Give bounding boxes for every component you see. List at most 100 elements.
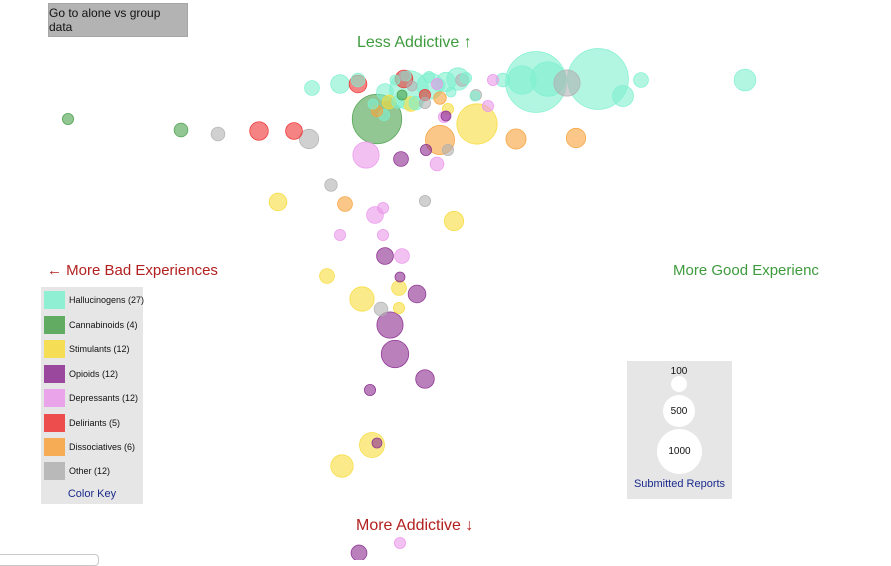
data-point-hallucinogens[interactable] bbox=[367, 98, 379, 110]
data-point-stimulants[interactable] bbox=[391, 280, 407, 296]
data-point-other[interactable] bbox=[324, 178, 338, 192]
data-point-stimulants[interactable] bbox=[268, 192, 288, 212]
data-point-deliriants[interactable] bbox=[285, 122, 303, 140]
data-point-depressants[interactable] bbox=[486, 74, 499, 87]
data-point-other[interactable] bbox=[418, 194, 431, 207]
data-point-other[interactable] bbox=[298, 128, 320, 150]
data-point-depressants[interactable] bbox=[394, 248, 410, 264]
data-point-hallucinogens[interactable] bbox=[422, 71, 435, 84]
legend-item-depressants[interactable]: Depressants (12) bbox=[44, 389, 138, 407]
data-point-stimulants[interactable] bbox=[456, 103, 498, 145]
data-point-dissociatives[interactable] bbox=[565, 127, 587, 149]
data-point-cannabinoids[interactable] bbox=[396, 89, 408, 101]
data-point-dissociatives[interactable] bbox=[433, 91, 447, 105]
legend-label: Dissociatives (6) bbox=[69, 442, 136, 452]
legend-swatch bbox=[44, 316, 65, 334]
legend-swatch bbox=[44, 438, 65, 456]
legend-label: Depressants (12) bbox=[69, 393, 139, 403]
data-point-other[interactable] bbox=[398, 70, 410, 82]
data-point-stimulants[interactable] bbox=[330, 454, 354, 478]
legend-item-hallucinogens[interactable]: Hallucinogens (27) bbox=[44, 291, 144, 309]
data-point-stimulants[interactable] bbox=[392, 301, 405, 314]
data-point-depressants[interactable] bbox=[430, 78, 443, 91]
data-point-other[interactable] bbox=[373, 301, 389, 317]
data-point-hallucinogens[interactable] bbox=[612, 85, 634, 107]
data-point-opioids[interactable] bbox=[394, 271, 406, 283]
legend-label: Stimulants (12) bbox=[69, 344, 130, 354]
data-point-opioids[interactable] bbox=[350, 544, 368, 560]
size-circle-medium: 500 bbox=[663, 395, 695, 427]
data-point-hallucinogens[interactable] bbox=[633, 72, 649, 88]
data-point-hallucinogens[interactable] bbox=[469, 90, 481, 102]
data-point-depressants[interactable] bbox=[376, 228, 389, 241]
legend-swatch bbox=[44, 462, 65, 480]
data-point-stimulants[interactable] bbox=[349, 286, 375, 312]
data-point-other[interactable] bbox=[553, 69, 581, 97]
size-label-500: 500 bbox=[670, 405, 688, 417]
data-point-opioids[interactable] bbox=[380, 339, 410, 369]
alone-vs-group-button[interactable]: Go to alone vs group data bbox=[48, 3, 188, 37]
legend-swatch bbox=[44, 365, 65, 383]
legend-label: Deliriants (5) bbox=[69, 418, 121, 428]
legend-label: Hallucinogens (27) bbox=[69, 295, 145, 305]
data-point-opioids[interactable] bbox=[376, 311, 404, 339]
legend-item-dissociatives[interactable]: Dissociatives (6) bbox=[44, 438, 135, 456]
data-point-cannabinoids[interactable] bbox=[173, 122, 189, 138]
data-point-depressants[interactable] bbox=[429, 156, 445, 172]
data-point-depressants[interactable] bbox=[333, 228, 346, 241]
color-key-title: Color Key bbox=[67, 488, 117, 500]
data-point-opioids[interactable] bbox=[393, 151, 409, 167]
legend-swatch bbox=[44, 414, 65, 432]
data-point-opioids[interactable] bbox=[440, 110, 452, 122]
data-point-hallucinogens[interactable] bbox=[389, 74, 401, 86]
data-point-depressants[interactable] bbox=[376, 201, 389, 214]
legend-swatch bbox=[44, 340, 65, 358]
data-point-depressants[interactable] bbox=[481, 100, 494, 113]
legend-label: Opioids (12) bbox=[69, 369, 119, 379]
data-point-opioids[interactable] bbox=[419, 143, 432, 156]
axis-label-right: More Good Experienc bbox=[673, 262, 819, 279]
legend-item-deliriants[interactable]: Deliriants (5) bbox=[44, 414, 120, 432]
data-point-dissociatives[interactable] bbox=[337, 196, 353, 212]
axis-label-top: Less Addictive ↑ bbox=[357, 34, 472, 51]
data-point-hallucinogens[interactable] bbox=[459, 72, 472, 85]
data-point-cannabinoids[interactable] bbox=[62, 113, 75, 126]
size-circle-small: 100 bbox=[671, 366, 687, 392]
legend-label: Cannabinoids (4) bbox=[69, 320, 138, 330]
data-point-opioids[interactable] bbox=[415, 369, 435, 389]
legend-label: Other (12) bbox=[69, 466, 111, 476]
data-point-hallucinogens[interactable] bbox=[304, 80, 320, 96]
data-point-hallucinogens[interactable] bbox=[733, 68, 757, 92]
size-key-legend: 100 500 1000 Submitted Reports bbox=[627, 361, 732, 499]
data-point-deliriants[interactable] bbox=[249, 121, 269, 141]
data-point-hallucinogens[interactable] bbox=[350, 72, 366, 88]
size-label-1000: 1000 bbox=[668, 446, 691, 457]
data-point-other[interactable] bbox=[406, 80, 418, 92]
axis-label-bottom: More Addictive ↓ bbox=[356, 517, 474, 534]
data-point-opioids[interactable] bbox=[407, 284, 427, 304]
data-point-other[interactable] bbox=[418, 97, 431, 110]
data-point-opioids[interactable] bbox=[376, 247, 394, 265]
legend-item-other[interactable]: Other (12) bbox=[44, 462, 110, 480]
data-point-opioids[interactable] bbox=[371, 437, 383, 449]
data-point-other[interactable] bbox=[441, 143, 454, 156]
data-point-depressants[interactable] bbox=[393, 537, 406, 550]
legend-item-opioids[interactable]: Opioids (12) bbox=[44, 365, 118, 383]
data-point-other[interactable] bbox=[210, 126, 226, 142]
data-point-depressants[interactable] bbox=[352, 141, 380, 169]
data-point-hallucinogens[interactable] bbox=[330, 74, 350, 94]
size-label-100: 100 bbox=[670, 366, 688, 377]
legend-item-stimulants[interactable]: Stimulants (12) bbox=[44, 340, 130, 358]
data-point-hallucinogens[interactable] bbox=[445, 86, 457, 98]
data-point-stimulants[interactable] bbox=[319, 268, 335, 284]
legend-swatch bbox=[44, 291, 65, 309]
color-key-legend: Hallucinogens (27) Cannabinoids (4) Stim… bbox=[41, 287, 144, 504]
axis-label-left: ← More Bad Experiences bbox=[47, 262, 218, 279]
data-point-hallucinogens[interactable] bbox=[507, 65, 537, 95]
bottom-control-stub[interactable] bbox=[0, 554, 99, 566]
data-point-opioids[interactable] bbox=[363, 383, 376, 396]
legend-item-cannabinoids[interactable]: Cannabinoids (4) bbox=[44, 316, 138, 334]
data-point-dissociatives[interactable] bbox=[505, 128, 527, 150]
data-point-stimulants[interactable] bbox=[443, 210, 465, 232]
